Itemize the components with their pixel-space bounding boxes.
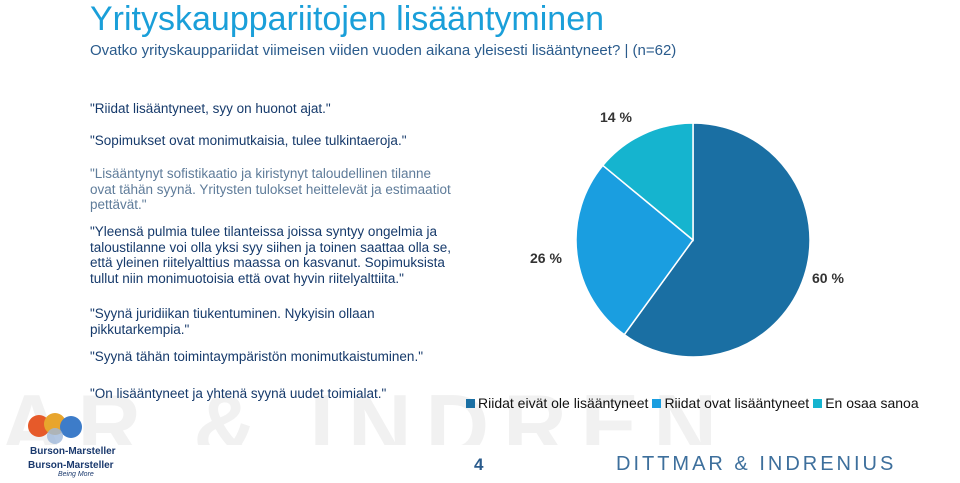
burson-marsteller-logo-icon (28, 413, 82, 444)
pie-label-60: 60 % (812, 270, 844, 286)
legend-label-en-osaa: En osaa sanoa (825, 395, 919, 411)
pie-slice-riidat-eivat-lisaantyneet (623, 122, 811, 358)
legend-item-eivat: Riidat eivät ole lisääntyneet (466, 395, 648, 411)
chart-legend: Riidat eivät ole lisääntyneet Riidat ova… (466, 395, 923, 411)
legend-swatch-en-osaa (813, 398, 823, 408)
logo-tagline: Being More (58, 471, 94, 478)
page-title: Yrityskauppariitojen lisääntyminen (90, 0, 605, 38)
pie-label-14: 14 % (600, 109, 632, 125)
pie-label-26: 26 % (530, 250, 562, 266)
page-subtitle: Ovatko yrityskauppariidat viimeisen viid… (90, 42, 677, 59)
pie-slice-riidat-lisaantyneet (575, 164, 695, 336)
legend-label-eivat: Riidat eivät ole lisääntyneet (478, 395, 649, 411)
legend-item-en-osaa: En osaa sanoa (813, 395, 919, 411)
quote-4: "Yleensä pulmia tulee tilanteissa joissa… (90, 224, 451, 286)
legend-swatch-eivat (466, 398, 475, 408)
logo-name-bottom: Burson-Marsteller (28, 460, 114, 471)
quote-5: "Syynä juridiikan tiukentuminen. Nykyisi… (90, 306, 375, 337)
quote-2: "Sopimukset ovat monimutkaisia, tulee tu… (90, 133, 407, 148)
brand-logo-text: DITTMAR & INDRENIUS (616, 453, 897, 475)
legend-item-lisaantyneet: Riidat ovat lisääntyneet (652, 395, 809, 411)
logo-name-top: Burson-Marsteller (30, 446, 116, 457)
page-number: 4 (474, 455, 484, 474)
quote-1: "Riidat lisääntyneet, syy on huonot ajat… (90, 101, 331, 116)
legend-swatch-lisaantyneet (652, 398, 662, 408)
quote-3: "Lisääntynyt sofistikaatio ja kiristynyt… (90, 166, 451, 212)
pie-slice-en-osaa-sanoa (601, 122, 694, 242)
legend-label-lisaantyneet: Riidat ovat lisääntyneet (664, 395, 810, 411)
quote-7: "On lisääntyneet ja yhtenä syynä uudet t… (90, 386, 387, 401)
quote-6: "Syynä tähän toimintaympäristön monimutk… (90, 349, 423, 364)
watermark: AR & INDREN (0, 376, 731, 445)
